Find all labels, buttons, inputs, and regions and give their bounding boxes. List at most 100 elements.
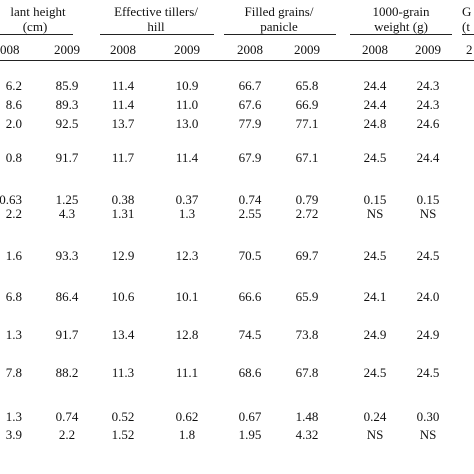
table-cell: 6.2 — [5, 78, 22, 93]
table-cell: NS — [366, 427, 384, 442]
table-cell: 67.6 — [238, 97, 262, 112]
table-cell: 67.1 — [295, 150, 319, 165]
table-cell: 24.3 — [416, 78, 440, 93]
table-cell: 24.1 — [363, 289, 387, 304]
table-cell: 11.3 — [111, 365, 135, 380]
rule-plant-height — [0, 34, 73, 35]
table-cell: 0.37 — [175, 192, 199, 207]
table-cell: 24.5 — [416, 365, 440, 380]
table-cell: 2.55 — [238, 206, 262, 221]
table-cell: 66.7 — [238, 78, 262, 93]
header-effective-tillers: Effective tillers/ — [114, 4, 198, 19]
year-header: 2009 — [54, 42, 80, 57]
table-cell: 24.3 — [416, 97, 440, 112]
table-cell: 24.6 — [416, 116, 440, 131]
table-cell: 1.25 — [55, 192, 79, 207]
table-cell: 0.15 — [416, 192, 440, 207]
table-cell: 1.48 — [295, 409, 319, 424]
table-cell: 13.4 — [111, 327, 135, 342]
header-plant-height: lant height — [10, 4, 66, 19]
table-cell: 24.5 — [363, 365, 387, 380]
table-cell: 93.3 — [55, 248, 79, 263]
table-cell: 74.5 — [238, 327, 262, 342]
table-cell: 67.9 — [238, 150, 262, 165]
table-cell: 89.3 — [55, 97, 79, 112]
table-cell: 1.6 — [5, 248, 22, 263]
header-grain-yield-unit: (t — [462, 19, 470, 34]
table-cell: 4.32 — [295, 427, 319, 442]
table-cell: 0.15 — [363, 192, 387, 207]
header-filled-grains-unit: panicle — [260, 19, 298, 34]
table-cell: 86.4 — [55, 289, 79, 304]
table-cell: 8.6 — [5, 97, 22, 112]
table-cell: 11.7 — [111, 150, 135, 165]
header-effective-tillers-unit: hill — [147, 19, 165, 34]
table-cell: 77.9 — [238, 116, 262, 131]
table-cell: 0.24 — [363, 409, 387, 424]
table-cell: 10.6 — [111, 289, 135, 304]
table-cell: 67.8 — [295, 365, 319, 380]
table-cell: 13.0 — [175, 116, 199, 131]
table-cell: 77.1 — [295, 116, 319, 131]
header-plant-height-unit: (cm) — [22, 19, 48, 34]
year-header: 2009 — [294, 42, 320, 57]
table-cell: 0.52 — [111, 409, 135, 424]
table-cell: 2.2 — [5, 206, 22, 221]
table-cell: 85.9 — [55, 78, 79, 93]
table-cell: 1.3 — [5, 327, 22, 342]
table-cell: 6.8 — [5, 289, 22, 304]
table-cell: 24.5 — [363, 248, 387, 263]
table-cell: 24.5 — [363, 150, 387, 165]
table-cell: 24.4 — [363, 78, 387, 93]
table-cell: 69.7 — [295, 248, 319, 263]
table-cell: 73.8 — [295, 327, 319, 342]
table-cell: 12.8 — [175, 327, 199, 342]
year-header: 008 — [0, 42, 20, 57]
table-cell: 2.72 — [295, 206, 319, 221]
table-cell: 92.5 — [55, 116, 79, 131]
year-header: 2009 — [174, 42, 200, 57]
table-cell: 3.9 — [5, 427, 22, 442]
table-cell: NS — [366, 206, 384, 221]
table-cell: 1.8 — [178, 427, 196, 442]
table-cell: 1.95 — [238, 427, 262, 442]
table-cell: 70.5 — [238, 248, 262, 263]
table-cell: NS — [419, 427, 437, 442]
table-cell: 0.79 — [295, 192, 319, 207]
table-cell: 12.3 — [175, 248, 199, 263]
table-cell: 2.2 — [58, 427, 76, 442]
table-cell: 66.6 — [238, 289, 262, 304]
table-cell: 7.8 — [5, 365, 22, 380]
year-header: 2008 — [362, 42, 388, 57]
table-cell: 0.38 — [111, 192, 135, 207]
table-cell: 1.52 — [111, 427, 135, 442]
table-cell: 0.74 — [55, 409, 79, 424]
year-header: 2009 — [415, 42, 441, 57]
table-cell: 11.4 — [111, 78, 135, 93]
table-cell: 24.4 — [416, 150, 440, 165]
header-filled-grains: Filled grains/ — [244, 4, 314, 19]
table-cell: 11.1 — [175, 365, 199, 380]
table-cell: 0.8 — [5, 150, 22, 165]
header-grain-weight-unit: weight (g) — [374, 19, 428, 34]
year-header: 2 — [466, 42, 473, 57]
table-cell: 65.8 — [295, 78, 319, 93]
table-cell: 1.3 — [178, 206, 196, 221]
table-cell: 0.67 — [238, 409, 262, 424]
rule-grain-yield — [462, 34, 474, 35]
table-cell: 24.9 — [416, 327, 440, 342]
table-cell: 24.9 — [363, 327, 387, 342]
rule-year-row — [0, 60, 474, 61]
table-cell: NS — [419, 206, 437, 221]
table-cell: 65.9 — [295, 289, 319, 304]
table-cell: 12.9 — [111, 248, 135, 263]
year-header: 2008 — [237, 42, 263, 57]
table-cell: 24.4 — [363, 97, 387, 112]
header-grain-yield: G — [462, 4, 472, 19]
table-cell: 24.5 — [416, 248, 440, 263]
rule-effective-tillers — [100, 34, 214, 35]
table-cell: 0.63 — [0, 192, 22, 207]
table-cell: 24.0 — [416, 289, 440, 304]
table-cell: 0.62 — [175, 409, 199, 424]
